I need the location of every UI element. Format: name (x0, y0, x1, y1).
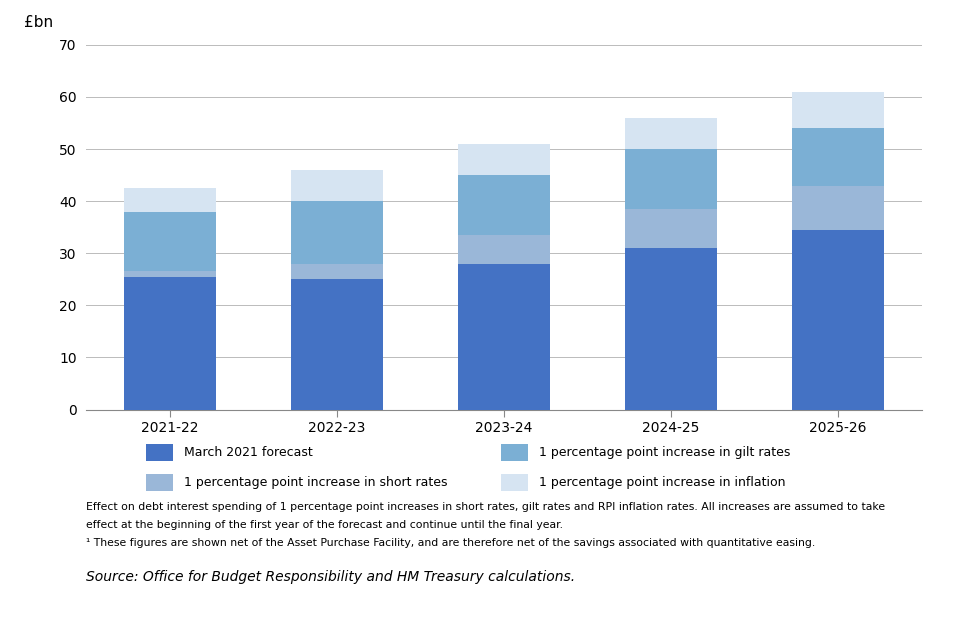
Text: effect at the beginning of the first year of the forecast and continue until the: effect at the beginning of the first yea… (86, 520, 564, 531)
Bar (792, 128, 884, 186)
Bar (124, 276, 216, 410)
Bar (458, 264, 550, 410)
Text: 1 percentage point increase in short rates: 1 percentage point increase in short rat… (183, 476, 447, 489)
Bar (792, 92, 884, 128)
Text: 1 percentage point increase in inflation: 1 percentage point increase in inflation (539, 476, 785, 489)
Bar (625, 118, 717, 149)
Bar (625, 149, 717, 209)
Bar (124, 212, 216, 271)
Bar (625, 209, 717, 248)
Bar (792, 230, 884, 410)
Bar (458, 144, 550, 175)
Bar (146, 474, 173, 491)
Bar (291, 279, 383, 410)
Text: 1 percentage point increase in gilt rates: 1 percentage point increase in gilt rate… (539, 445, 790, 459)
Bar (792, 186, 884, 230)
Bar (124, 271, 216, 276)
Bar (291, 170, 383, 201)
Text: Source: Office for Budget Responsibility and HM Treasury calculations.: Source: Office for Budget Responsibility… (86, 570, 576, 584)
Bar (501, 444, 528, 461)
Bar (124, 188, 216, 212)
Text: Effect on debt interest spending of 1 percentage point increases in short rates,: Effect on debt interest spending of 1 pe… (86, 502, 885, 513)
Bar (501, 474, 528, 491)
Text: ¹ These figures are shown net of the Asset Purchase Facility, and are therefore : ¹ These figures are shown net of the Ass… (86, 538, 816, 548)
Bar (458, 235, 550, 264)
Bar (458, 175, 550, 235)
Bar (291, 264, 383, 279)
Text: £bn: £bn (24, 15, 53, 30)
Text: March 2021 forecast: March 2021 forecast (183, 445, 313, 459)
Bar (625, 248, 717, 410)
Bar (291, 201, 383, 264)
Bar (146, 444, 173, 461)
